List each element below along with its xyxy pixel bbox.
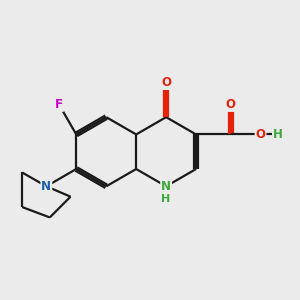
Text: F: F <box>55 98 63 111</box>
Text: O: O <box>256 128 266 141</box>
Text: O: O <box>161 76 171 89</box>
Text: O: O <box>226 98 236 111</box>
Text: N: N <box>41 180 51 193</box>
Text: N: N <box>161 180 171 193</box>
Text: H: H <box>273 128 283 141</box>
Text: H: H <box>161 194 171 204</box>
